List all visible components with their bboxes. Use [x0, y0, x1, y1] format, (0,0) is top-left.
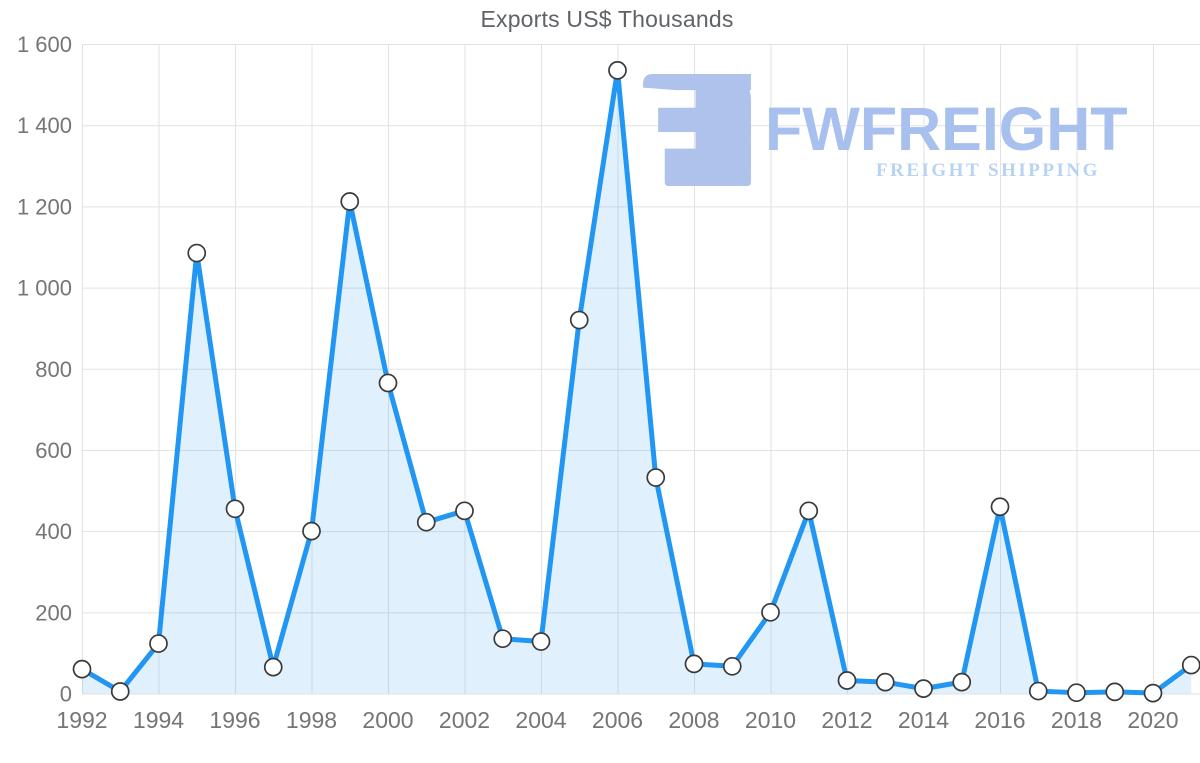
- data-point-1996[interactable]: [225, 499, 245, 519]
- y-tick-label: 1 400: [17, 113, 72, 138]
- data-point-2020[interactable]: [1143, 683, 1163, 703]
- x-tick-label: 2018: [1051, 707, 1102, 733]
- data-point-1993[interactable]: [110, 682, 130, 701]
- data-point-2011[interactable]: [799, 501, 819, 521]
- x-tick-label: 2010: [745, 707, 796, 733]
- x-tick-label: 1998: [286, 707, 337, 733]
- data-point-2014[interactable]: [914, 679, 933, 698]
- gridlines: [82, 44, 1200, 695]
- x-tick-label: 2004: [515, 707, 566, 733]
- data-point-1994[interactable]: [149, 634, 168, 653]
- data-point-2018[interactable]: [1067, 683, 1086, 703]
- x-tick-label: 1996: [209, 707, 260, 733]
- x-tick-label: 2008: [668, 707, 719, 733]
- x-tick-label: 2020: [1127, 707, 1178, 733]
- y-tick-label: 200: [35, 600, 72, 625]
- data-point-2002[interactable]: [455, 501, 474, 521]
- data-point-2004[interactable]: [531, 632, 551, 651]
- exports-line: [79, 67, 1194, 696]
- x-axis-labels: 1992 1994 1996 1998 2000 2002 2004 2006 2008 2010…: [56, 707, 1178, 733]
- data-point-2003[interactable]: [493, 629, 513, 649]
- data-points: [72, 61, 1200, 703]
- x-tick-label: 2014: [898, 707, 949, 733]
- data-point-2021[interactable]: [1181, 655, 1200, 675]
- data-point-1997[interactable]: [263, 657, 283, 677]
- data-point-2013[interactable]: [875, 672, 895, 692]
- y-tick-label: 0: [60, 682, 72, 707]
- x-tick-label: 1992: [56, 707, 107, 733]
- y-axis-labels: 0 200 400 600 800 1 000 1 200 1 400 1 600: [17, 32, 72, 707]
- data-point-2001[interactable]: [416, 512, 436, 532]
- data-point-2009[interactable]: [722, 656, 742, 676]
- x-tick-label: 2006: [592, 707, 643, 733]
- x-tick-label: 2002: [439, 707, 490, 733]
- x-tick-label: 1994: [133, 707, 184, 733]
- data-point-2006[interactable]: [608, 61, 627, 80]
- data-point-1999[interactable]: [340, 192, 360, 211]
- y-tick-label: 1 600: [17, 32, 72, 57]
- data-point-2016[interactable]: [990, 497, 1010, 517]
- y-tick-label: 600: [35, 438, 72, 463]
- x-tick-label: 2016: [974, 707, 1025, 733]
- y-tick-label: 1 200: [17, 194, 72, 219]
- data-point-2000[interactable]: [378, 373, 398, 393]
- y-tick-label: 1 000: [17, 276, 72, 301]
- y-tick-label: 400: [35, 519, 72, 544]
- data-point-2005[interactable]: [569, 310, 589, 330]
- y-tick-label: 800: [35, 357, 72, 382]
- x-tick-label: 2012: [821, 707, 872, 733]
- data-point-1995[interactable]: [187, 243, 207, 263]
- data-point-2007[interactable]: [646, 468, 666, 487]
- data-point-2012[interactable]: [837, 671, 857, 690]
- data-point-1998[interactable]: [302, 521, 321, 541]
- data-point-2019[interactable]: [1105, 682, 1125, 702]
- chart-title: Exports US$ Thousands: [480, 6, 734, 32]
- x-tick-label: 2000: [362, 707, 413, 733]
- area-fill: [82, 70, 1192, 694]
- data-point-1992[interactable]: [72, 659, 92, 679]
- data-point-2010[interactable]: [761, 602, 780, 622]
- data-point-2008[interactable]: [684, 654, 704, 674]
- data-point-2015[interactable]: [952, 672, 972, 692]
- data-point-2017[interactable]: [1028, 681, 1048, 701]
